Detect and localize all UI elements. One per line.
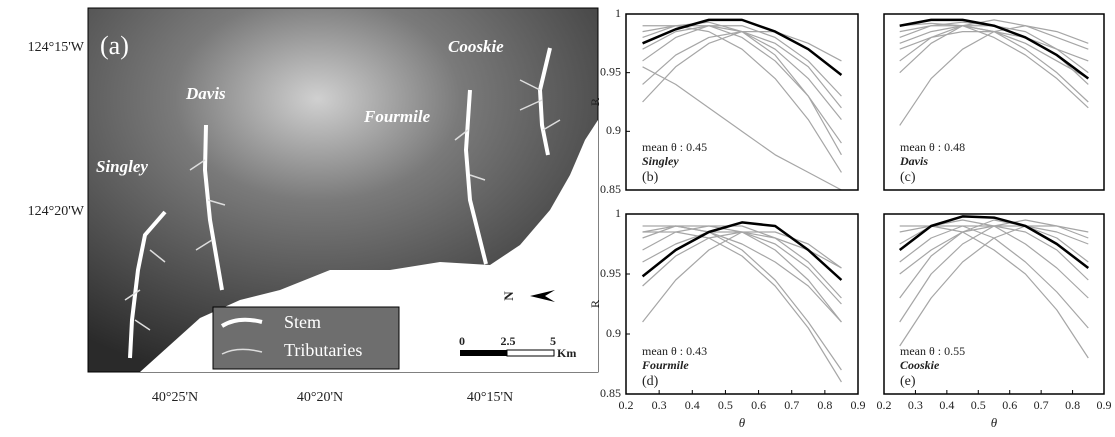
legend-swatch [221, 348, 263, 355]
series-line [642, 25, 842, 97]
annotation: mean θ : 0.43 [642, 344, 707, 358]
series-line [899, 225, 1089, 275]
scale-tick: 2.5 [501, 334, 516, 348]
series-line [899, 31, 1089, 62]
x-tick-label: 0.2 [619, 398, 634, 412]
x-tick-label: 0.5 [718, 398, 733, 412]
legend-label: Tributaries [284, 340, 362, 360]
place-label: Fourmile [363, 107, 431, 126]
panel-label: (c) [900, 170, 916, 185]
place-label: Singley [96, 157, 148, 176]
plot-area [884, 14, 1104, 190]
y-tick-label: 0.9 [606, 326, 621, 340]
north-label: N [501, 291, 516, 301]
scale-tick: 0 [459, 334, 465, 348]
plot-area [626, 14, 858, 190]
x-tick-label: 0.6 [1002, 398, 1017, 412]
y-tick-label: 0.85 [600, 386, 621, 400]
series-line [642, 231, 842, 383]
x-tick-label: 0.3 [908, 398, 923, 412]
legend-swatch [220, 317, 263, 328]
y-tick-label: 1 [615, 206, 621, 220]
series-line [899, 22, 1089, 109]
series-line [642, 18, 843, 76]
y-tick-label: 0.95 [600, 266, 621, 280]
stem [463, 89, 488, 265]
x-tick-label: 0.9 [1097, 398, 1112, 412]
plot [898, 215, 1090, 359]
series-line [899, 19, 1089, 74]
x-tick-label: 0.7 [784, 398, 799, 412]
y-tick-label: 1 [615, 6, 621, 20]
x-tick-label: 0.4 [685, 398, 700, 412]
y-tick-label: 0.9 [606, 123, 621, 137]
map-panel: (a) 124°15'W 124°20'W 40°25'N 40°20'N 40… [28, 7, 599, 405]
annotation: mean θ : 0.45 [642, 140, 707, 154]
plot [899, 18, 1090, 126]
scale-unit: Km [557, 346, 576, 360]
x-tick-label: 0.5 [971, 398, 986, 412]
x-axis-label: θ [991, 415, 998, 430]
legend-box [212, 306, 400, 370]
x-tick-label: 0.8 [1065, 398, 1080, 412]
plot-frame [883, 13, 1105, 191]
basin-name: Davis [899, 154, 928, 168]
basin-name: Cooskie [900, 358, 940, 372]
series-line [642, 225, 842, 323]
place-label: Davis [185, 84, 226, 103]
series-line [641, 221, 843, 281]
lon-label: 40°25'N [152, 390, 198, 405]
x-axis-label: θ [739, 415, 746, 430]
lat-label: 124°15'W [28, 40, 85, 55]
tributaries [124, 79, 561, 331]
panel-label: (e) [900, 374, 916, 389]
plot-frame [625, 213, 859, 395]
series-line [642, 231, 842, 323]
basin-name: Fourmile [641, 358, 689, 372]
lat-label: 124°20'W [28, 204, 85, 219]
series-line [899, 18, 1090, 80]
lon-label: 40°15'N [467, 390, 513, 405]
series-line [642, 66, 842, 190]
stem [202, 124, 224, 291]
y-tick-label: 0.95 [600, 64, 621, 78]
x-tick-label: 0.8 [817, 398, 832, 412]
series-line [899, 219, 1089, 299]
x-tick-label: 0.6 [751, 398, 766, 412]
x-tick-label: 0.2 [877, 398, 892, 412]
annotation: mean θ : 0.48 [900, 140, 965, 154]
series-line [642, 25, 842, 173]
stem [128, 210, 167, 359]
x-tick-label: 0.7 [1034, 398, 1049, 412]
x-tick-label: 0.4 [939, 398, 954, 412]
panel-label: (a) [100, 31, 129, 60]
series-line [899, 225, 1089, 347]
y-axis-label: R [588, 98, 602, 106]
plot-frame [883, 213, 1105, 395]
y-tick-label: 0.85 [600, 182, 621, 196]
scale-bar [460, 350, 507, 356]
annotation: mean θ : 0.55 [900, 344, 965, 358]
plot [641, 221, 843, 383]
panel-label: (b) [642, 170, 659, 185]
stem [537, 47, 552, 156]
panel-label: (d) [642, 374, 659, 389]
plot-frame [625, 13, 859, 191]
place-label: Cooskie [448, 37, 504, 56]
north-arrow [530, 290, 555, 302]
y-axis-label: R [588, 300, 602, 308]
legend-label: Stem [284, 312, 321, 332]
x-tick-label: 0.9 [851, 398, 866, 412]
scale-tick: 5 [550, 334, 556, 348]
lon-label: 40°20'N [297, 390, 343, 405]
plot [642, 18, 843, 190]
basin-name: Singley [642, 154, 679, 168]
series-line [898, 215, 1090, 269]
scale-bar [506, 349, 555, 357]
x-tick-label: 0.3 [652, 398, 667, 412]
